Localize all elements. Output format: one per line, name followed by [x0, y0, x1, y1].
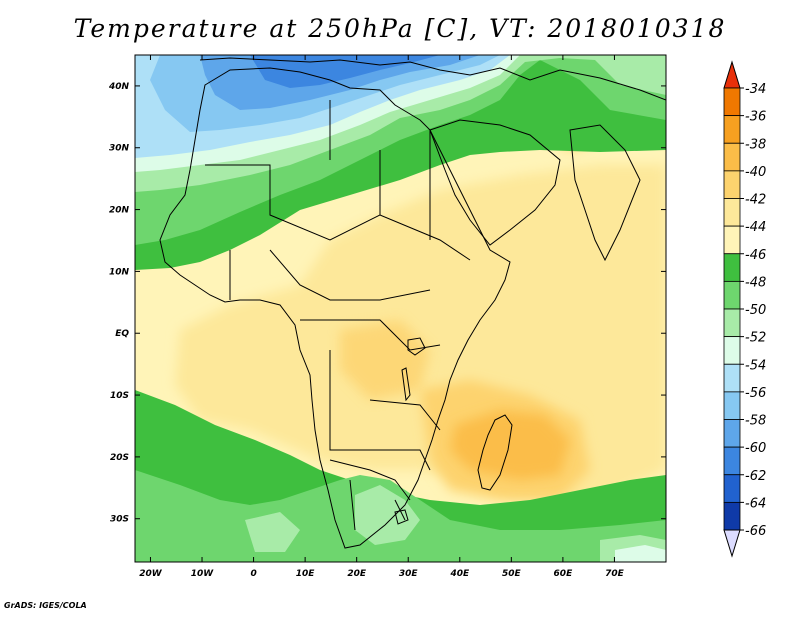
coastline-layer — [159, 57, 666, 549]
colorbar-label: -36 — [745, 110, 766, 125]
borders-north — [205, 100, 471, 261]
lon-tick-label: 20E — [347, 569, 367, 579]
lon-tick-label: 10W — [191, 569, 215, 579]
colorbar-label: -58 — [745, 414, 766, 429]
lon-tick-label: 40E — [449, 569, 470, 579]
lat-tick-label: 30S — [110, 515, 129, 525]
colorbar-swatch — [723, 198, 741, 227]
colorbar-label: -66 — [745, 524, 766, 539]
colorbar-label: -44 — [745, 220, 766, 235]
india-coastline — [569, 124, 641, 262]
colorbar-label: -54 — [745, 358, 766, 373]
colorbar-swatch — [723, 170, 741, 199]
arabia-coastline — [429, 119, 561, 246]
colorbar-top-arrow — [723, 60, 741, 89]
colorbar-swatch — [723, 501, 741, 531]
colorbar-swatch — [723, 419, 741, 448]
colorbar-swatch — [723, 474, 741, 503]
lake-victoria — [407, 337, 426, 356]
lon-tick-label: 50E — [502, 569, 522, 579]
colorbar-swatch — [723, 280, 741, 310]
lat-tick-label: 20N — [109, 206, 130, 216]
colorbar-label: -52 — [745, 331, 766, 346]
colorbar-swatch — [723, 446, 741, 476]
colorbar-label: -60 — [745, 441, 766, 456]
lat-tick-label: 40N — [108, 82, 130, 92]
lake-tanganyika — [401, 367, 411, 402]
lon-tick-label: 60E — [554, 569, 574, 579]
colorbar-swatch — [723, 336, 741, 365]
lon-tick-label: 20W — [139, 569, 163, 579]
lon-tick-label: 30E — [399, 569, 419, 579]
latitude-axis: 40N 30N 20N 10N EQ 10S 20S 30S — [108, 82, 666, 525]
grads-credit: GrADS: IGES/COLA — [4, 601, 87, 610]
chart-title: Temperature at 250hPa [C], VT: 201801031… — [73, 14, 727, 43]
colorbar-label: -62 — [745, 469, 766, 484]
colorbar-swatch — [723, 142, 741, 172]
colorbar-swatch — [723, 391, 741, 420]
colorbar-swatch — [723, 87, 741, 117]
lesotho — [394, 509, 409, 525]
colorbar-swatch — [723, 363, 741, 393]
colorbar-swatch — [723, 115, 741, 144]
lat-tick-label: 10S — [110, 391, 129, 401]
colorbar-swatch — [723, 225, 741, 255]
lat-tick-label: EQ — [115, 329, 129, 339]
colorbar-label: -40 — [745, 165, 766, 180]
colorbar-label: -34 — [745, 82, 766, 97]
colorbar-label: -56 — [745, 386, 766, 401]
colorbar-label: -64 — [745, 496, 766, 511]
madagascar-coastline — [477, 414, 513, 491]
lon-tick-label: 0 — [250, 569, 256, 579]
colorbar-bottom-arrow — [723, 529, 741, 558]
borders-south — [329, 459, 411, 531]
map-frame — [134, 54, 667, 563]
colorbar-label: -50 — [745, 303, 766, 318]
colorbar-label: -42 — [745, 193, 766, 208]
lon-tick-label: 70E — [605, 569, 625, 579]
lat-tick-label: 10N — [109, 267, 130, 277]
longitude-axis: 20W 10W 0 10E 20E 30E 40E 50E 60E 70E — [139, 55, 625, 579]
colorbar-label: -38 — [745, 137, 766, 152]
temperature-field — [135, 55, 666, 562]
field-band-50-south — [355, 485, 420, 545]
field-band-52-south — [615, 545, 666, 562]
europe-coastline — [199, 57, 666, 101]
lat-tick-label: 30N — [109, 144, 130, 154]
field-band-50-south-b — [245, 512, 300, 552]
colorbar: -34 -36 -38 -40 -42 -44 -46 -48 -50 -52 -54 -56 -58 -… — [723, 60, 766, 558]
lat-tick-label: 20S — [110, 453, 129, 463]
colorbar-label: -46 — [745, 248, 766, 263]
colorbar-swatch — [723, 253, 741, 282]
lon-tick-label: 10E — [296, 569, 316, 579]
colorbar-swatch — [723, 308, 741, 338]
borders-central — [229, 249, 441, 471]
colorbar-label: -48 — [745, 275, 766, 290]
